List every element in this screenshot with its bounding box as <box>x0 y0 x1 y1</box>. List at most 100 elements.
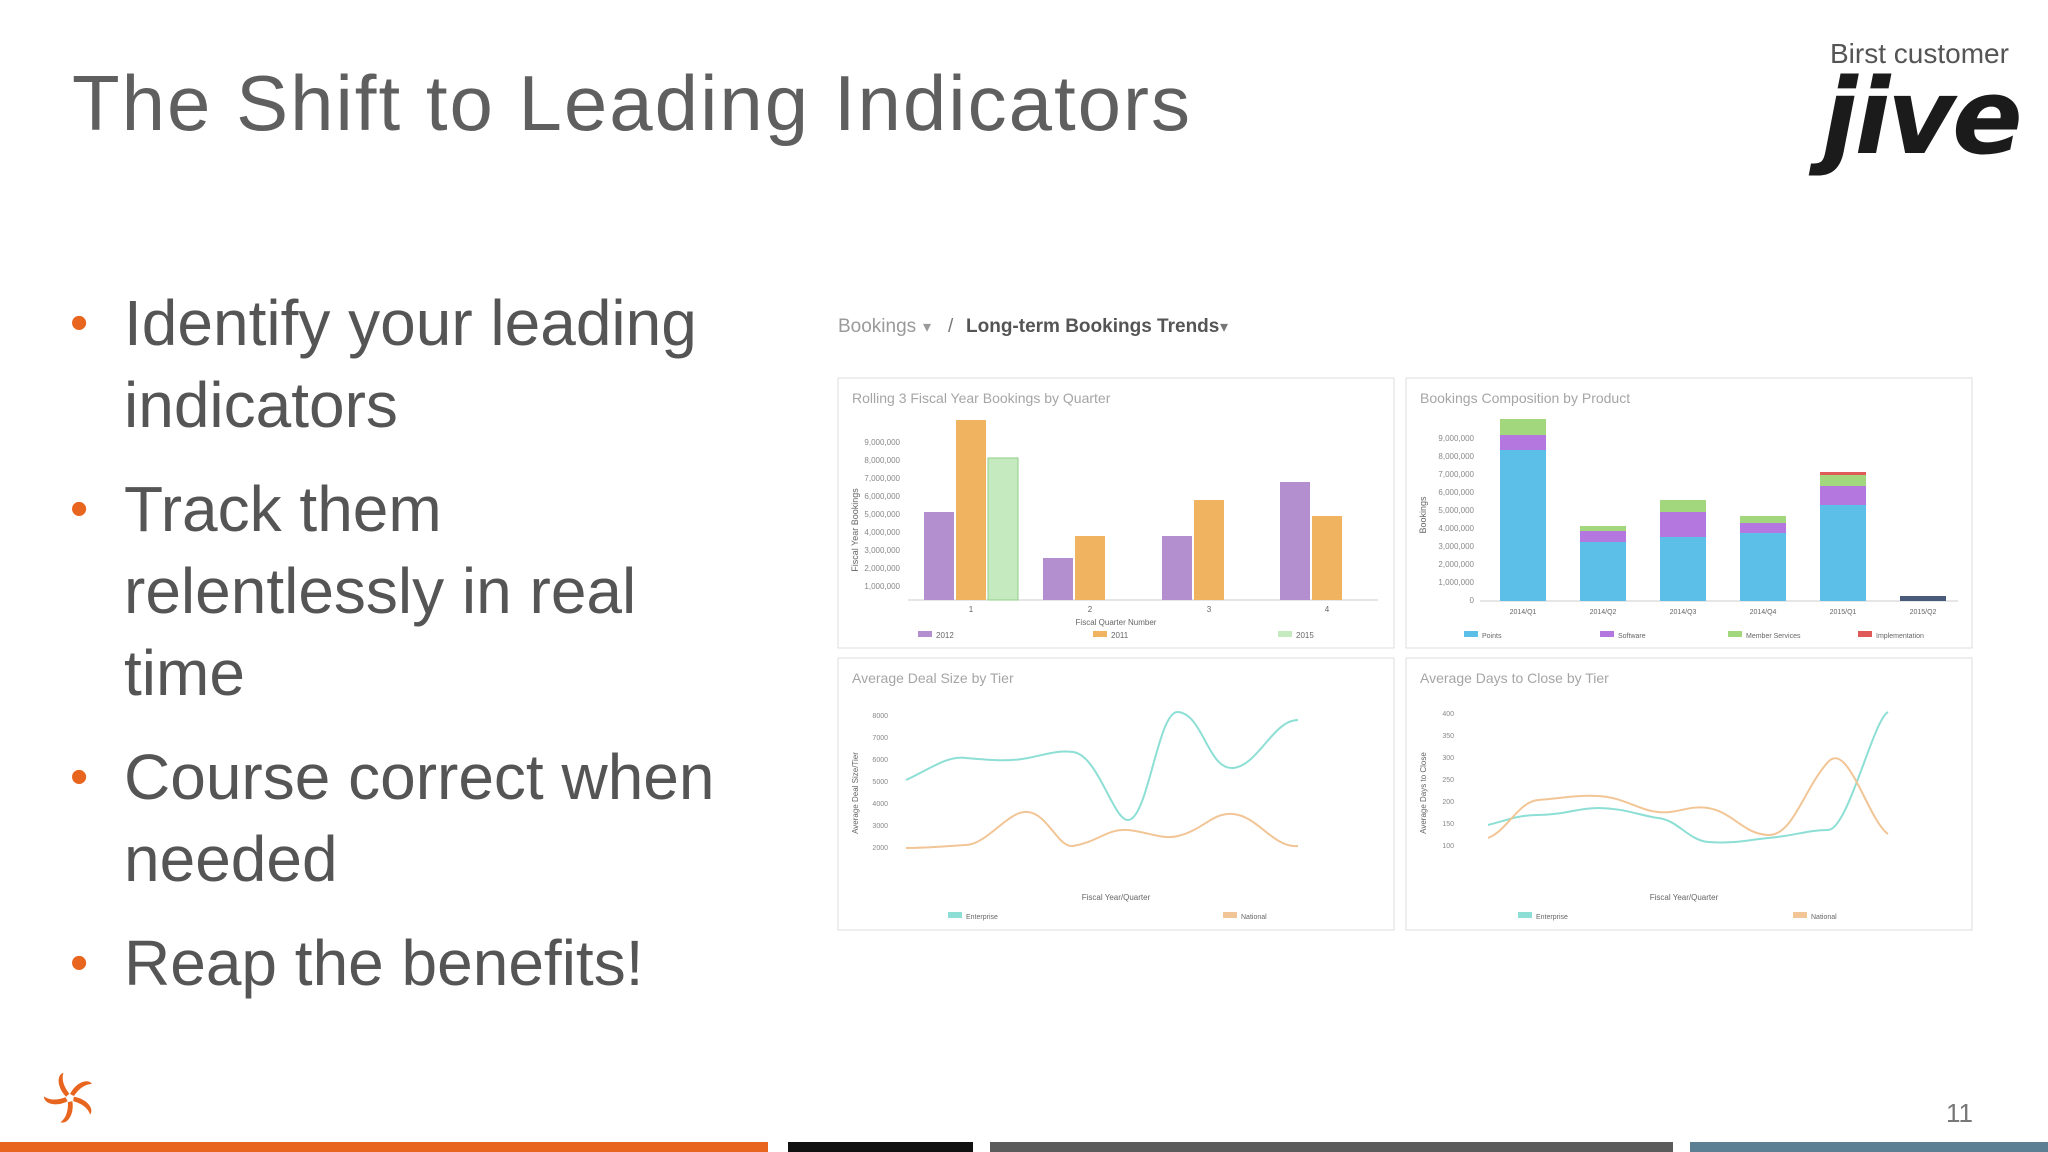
bar-segment <box>1500 450 1546 601</box>
chevron-down-icon[interactable]: ▾ <box>923 319 931 336</box>
y-tick: 100 <box>1442 843 1454 850</box>
legend-item: National <box>1811 914 1837 921</box>
stacked-bars <box>1500 419 1946 601</box>
y-tick: 8,000,000 <box>864 456 900 465</box>
y-tick: 300 <box>1442 755 1454 762</box>
dashboard-screenshot: Bookings ▾ / Long-term Bookings Trends ▾… <box>837 316 1973 931</box>
bar-segment <box>1500 435 1546 450</box>
y-tick: 5000 <box>872 779 888 786</box>
panel-bookings-composition: Bookings Composition by Product Bookings… <box>1405 377 1973 649</box>
series-line-enterprise <box>1487 711 1889 844</box>
bar <box>1162 536 1192 600</box>
bar-segment <box>1820 472 1866 475</box>
legend-item: 2015 <box>1296 631 1314 640</box>
bar-segment <box>1580 526 1626 531</box>
bar-segment <box>1660 500 1706 512</box>
y-tick: 1,000,000 <box>864 582 900 591</box>
customer-caption: Birst customer <box>1830 38 2009 69</box>
y-tick: 1,000,000 <box>1438 578 1474 587</box>
footer-bar-gray <box>990 1142 1673 1152</box>
x-tick: 1 <box>969 605 974 614</box>
bullet-dot-icon: • <box>70 294 89 352</box>
panel-rolling-bookings: Rolling 3 Fiscal Year Bookings by Quarte… <box>837 377 1395 649</box>
y-tick: 9,000,000 <box>864 438 900 447</box>
series-line-enterprise <box>905 710 1299 822</box>
x-tick: 2015/Q1 <box>1830 609 1857 616</box>
slide-title: The Shift to Leading Indicators <box>72 59 1192 147</box>
y-tick: 3,000,000 <box>1438 542 1474 551</box>
bar-segment <box>1740 523 1786 533</box>
panel-title: Rolling 3 Fiscal Year Bookings by Quarte… <box>852 390 1111 406</box>
footer-bar-black <box>788 1142 973 1152</box>
y-tick: 4,000,000 <box>864 528 900 537</box>
breadcrumb-root[interactable]: Bookings <box>838 316 916 337</box>
y-tick: 2000 <box>872 845 888 852</box>
panel-title: Average Deal Size by Tier <box>852 670 1014 686</box>
y-tick: 9,000,000 <box>1438 434 1474 443</box>
y-tick: 7,000,000 <box>864 474 900 483</box>
y-tick: 150 <box>1442 821 1454 828</box>
y-axis-label: Average Days to Close <box>1419 752 1428 834</box>
bar <box>1043 558 1073 600</box>
legend-item: Implementation <box>1876 633 1924 640</box>
chevron-down-icon[interactable]: ▾ <box>1220 319 1228 336</box>
x-tick: 2014/Q3 <box>1670 609 1697 616</box>
y-tick: 7000 <box>872 735 888 742</box>
bar-segment <box>1660 537 1706 601</box>
bullet-dot-icon: • <box>70 748 89 806</box>
bar <box>1194 500 1224 600</box>
legend-item: 2012 <box>936 631 954 640</box>
bullet-list: • Identify your leading indicators • Track… <box>70 282 770 1026</box>
legend-item: Enterprise <box>1536 914 1568 921</box>
bullet-dot-icon: • <box>70 480 89 538</box>
y-tick: 5,000,000 <box>1438 506 1474 515</box>
legend-item: Enterprise <box>966 914 998 921</box>
bar-segment <box>1580 542 1626 601</box>
bar <box>1280 482 1310 600</box>
y-tick: 2,000,000 <box>1438 560 1474 569</box>
page-number: 11 <box>1946 1098 1973 1128</box>
bar <box>1312 516 1342 600</box>
panel-average-days-to-close: Average Days to Close by Tier Average Da… <box>1405 657 1973 931</box>
y-axis-label: Bookings <box>1418 496 1428 534</box>
bar <box>956 420 986 600</box>
bar-segment <box>1820 475 1866 486</box>
x-axis-label: Fiscal Quarter Number <box>1076 618 1157 627</box>
y-tick: 200 <box>1442 799 1454 806</box>
bar-segment <box>1820 486 1866 505</box>
bullet-item: • Course correct when needed <box>70 736 770 900</box>
bar-segment <box>1900 596 1946 601</box>
y-tick: 7,000,000 <box>1438 470 1474 479</box>
x-tick: 3 <box>1207 605 1212 614</box>
x-tick: 2 <box>1088 605 1093 614</box>
breadcrumb-current[interactable]: Long-term Bookings Trends <box>966 316 1219 337</box>
footer-bar-blue <box>1690 1142 2048 1152</box>
bullet-text: Reap the benefits! <box>124 927 644 999</box>
legend-item: Member Services <box>1746 633 1801 640</box>
bar-segment <box>1660 512 1706 537</box>
series-line-national <box>905 810 1299 849</box>
legend-item: National <box>1241 914 1267 921</box>
y-tick: 6000 <box>872 757 888 764</box>
jive-logo: jive <box>1822 56 2023 178</box>
x-tick: 4 <box>1325 605 1330 614</box>
y-axis-label: Fiscal Year Bookings <box>850 488 860 572</box>
bullet-item: • Reap the benefits! <box>70 922 770 1004</box>
bar-segment <box>1740 516 1786 523</box>
bar-segment <box>1820 505 1866 601</box>
y-tick: 4,000,000 <box>1438 524 1474 533</box>
bullet-item: • Identify your leading indicators <box>70 282 770 446</box>
y-tick: 8,000,000 <box>1438 452 1474 461</box>
panel-title: Average Days to Close by Tier <box>1420 670 1609 686</box>
bullet-item: • Track them relentlessly in real time <box>70 468 770 714</box>
bar <box>924 512 954 600</box>
pinwheel-logo-icon <box>43 1072 92 1123</box>
y-tick: 2,000,000 <box>864 564 900 573</box>
y-tick: 6,000,000 <box>1438 488 1474 497</box>
x-tick: 2015/Q2 <box>1910 609 1937 616</box>
y-axis-label: Average Deal Size/Tier <box>851 752 860 834</box>
breadcrumb-separator: / <box>948 316 954 337</box>
y-tick: 3000 <box>872 823 888 830</box>
legend-item: 2011 <box>1111 631 1129 640</box>
x-axis-label: Fiscal Year/Quarter <box>1082 893 1151 902</box>
